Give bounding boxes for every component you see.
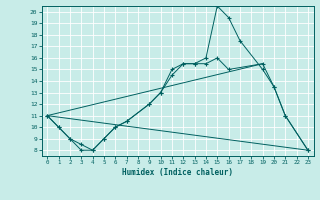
X-axis label: Humidex (Indice chaleur): Humidex (Indice chaleur)	[122, 168, 233, 177]
